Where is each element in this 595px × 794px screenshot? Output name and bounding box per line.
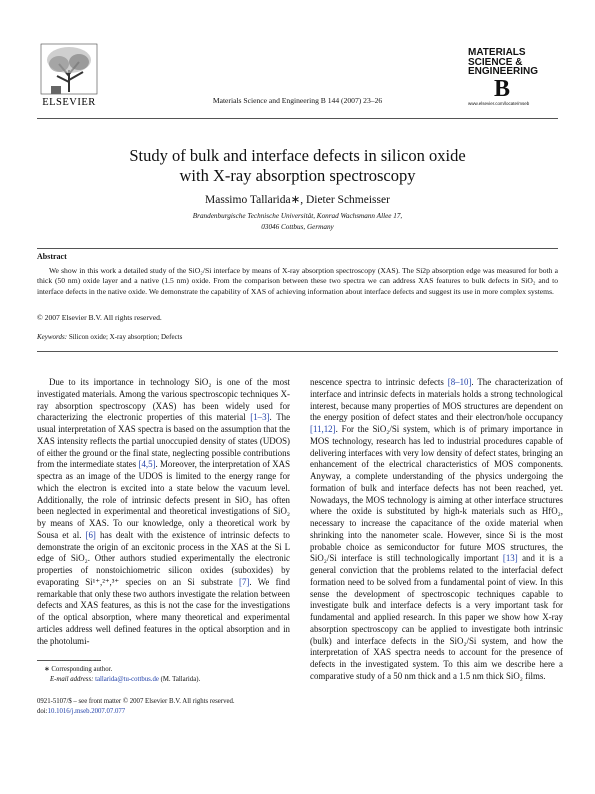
email-owner: (M. Tallarida).: [158, 676, 201, 683]
elsevier-logo: ELSEVIER: [40, 43, 98, 108]
doi-link[interactable]: 10.1016/j.mseb.2007.07.077: [47, 708, 126, 715]
email-link[interactable]: tallarida@tu-cottbus.de: [95, 676, 159, 683]
affiliation-line: Brandenburgische Technische Universität,…: [192, 212, 403, 220]
footnote: ∗ Corresponding author. E-mail address: …: [44, 665, 200, 685]
abstract-text: We show in this work a detailed study of…: [37, 266, 558, 296]
citation-link[interactable]: [1–3]: [250, 412, 270, 423]
title: Study of bulk and interface defects in s…: [37, 146, 558, 185]
doi-label: doi:: [37, 708, 48, 715]
citation-link[interactable]: [13]: [502, 553, 518, 564]
abstract-heading: Abstract: [37, 252, 67, 261]
keywords: Keywords: Silicon oxide; X-ray absorptio…: [37, 333, 182, 341]
rule: [37, 118, 558, 119]
footnote-rule: [37, 660, 101, 661]
keywords-text: Silicon oxide; X-ray absorption; Defects: [68, 333, 183, 341]
body-text: nescence spectra to intrinsic defects: [310, 377, 448, 387]
issn: 0921-5107/$ – see front matter © 2007 El…: [37, 698, 235, 705]
body-text: . The usual interpretation of XAS spectr…: [37, 412, 291, 470]
body-text: . For the SiO₂/Si system, which is of pr…: [310, 424, 563, 564]
affiliation: Brandenburgische Technische Universität,…: [37, 211, 558, 232]
body-text: Due to its importance in technology SiO₂…: [37, 377, 290, 423]
rule: [37, 248, 558, 249]
logo-line: SCIENCE &: [468, 56, 523, 68]
citation-link[interactable]: [4,5]: [138, 459, 156, 470]
body-text: . Moreover, the interpretation of XAS sp…: [37, 459, 291, 540]
body-text: and it is a general conviction that the …: [310, 553, 564, 681]
logo-letter: B: [494, 75, 511, 102]
email-label: E-mail address:: [50, 676, 94, 683]
title-line: with X-ray absorption spectroscopy: [179, 165, 416, 185]
citation-link[interactable]: [11,12]: [310, 424, 336, 434]
keywords-label: Keywords:: [37, 333, 68, 341]
citation-link[interactable]: [8–10]: [447, 377, 472, 387]
citation-link[interactable]: [6]: [85, 529, 96, 540]
corresponding-note: ∗ Corresponding author.: [44, 666, 113, 673]
footer: 0921-5107/$ – see front matter © 2007 El…: [37, 697, 235, 717]
citation-link[interactable]: [7]: [238, 576, 250, 587]
publisher-name: ELSEVIER: [42, 97, 96, 108]
body-text: . The characterization of interface and …: [310, 377, 563, 423]
authors: Massimo Tallarida∗, Dieter Schmeisser: [205, 194, 390, 206]
affiliation-line: 03046 Cottbus, Germany: [261, 222, 334, 231]
body-column: Due to its importance in technology SiO₂…: [37, 377, 290, 647]
body-text: has dealt with the existence of intrinsi…: [37, 529, 290, 587]
rule: [37, 351, 558, 352]
journal-logo: MATERIALS SCIENCE & ENGINEERING B www.el…: [468, 48, 560, 107]
title-line: Study of bulk and interface defects in s…: [129, 146, 466, 165]
journal-citation: Materials Science and Engineering B 144 …: [212, 96, 383, 105]
journal-url: www.elsevier.com/locate/mseb: [468, 100, 530, 106]
logo-line: ENGINEERING: [468, 66, 539, 77]
logo-line: MATERIALS: [468, 47, 526, 58]
copyright: © 2007 Elsevier B.V. All rights reserved…: [37, 313, 162, 322]
body-text: . We find remarkable that only these two…: [37, 576, 290, 646]
body-column: nescence spectra to intrinsic defects [8…: [310, 377, 563, 683]
